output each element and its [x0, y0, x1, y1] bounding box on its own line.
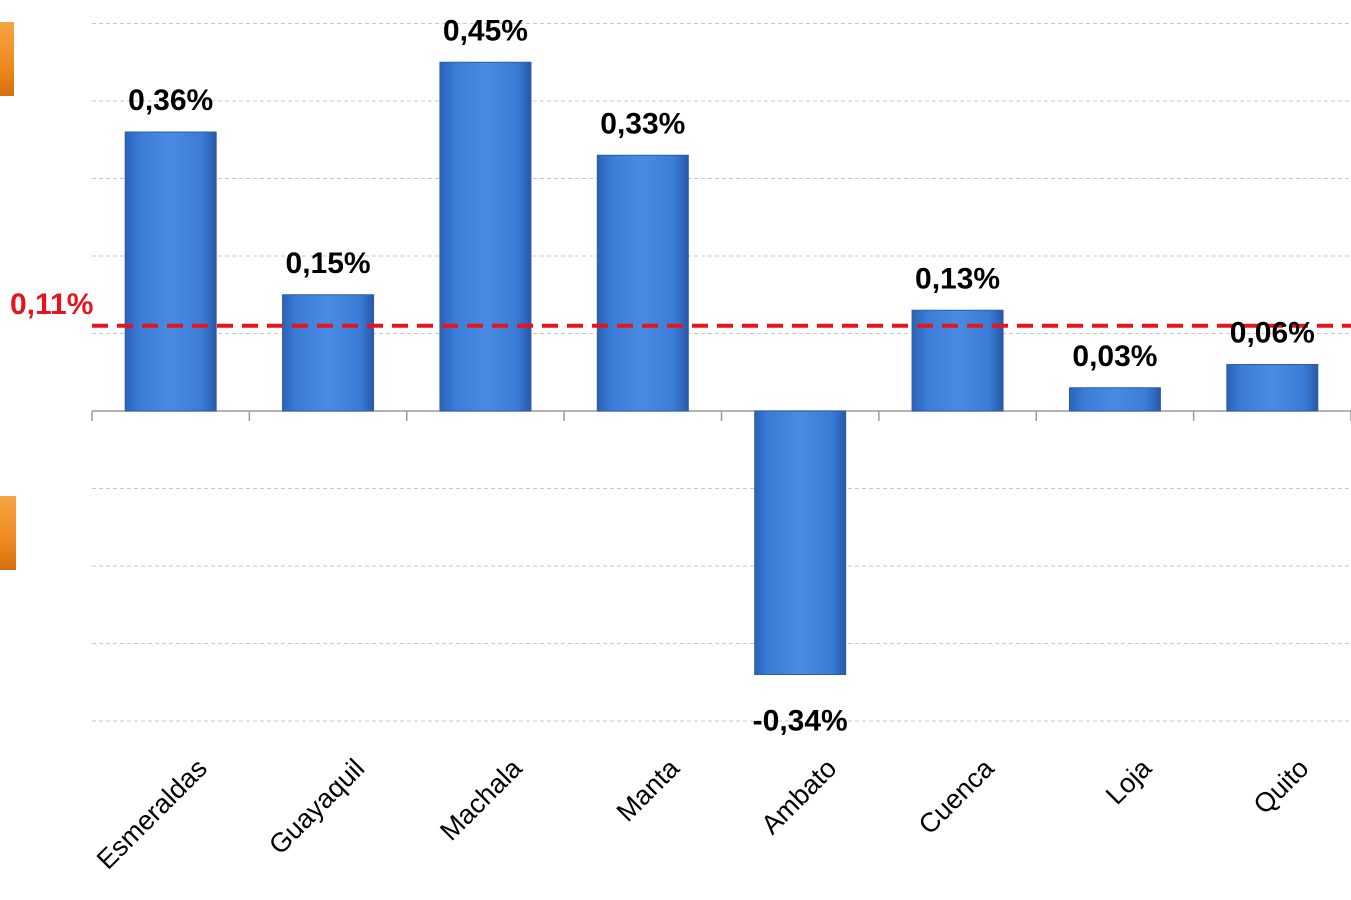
category-labels: Esmeraldas Guayaquil Machala Manta Ambato Cue…	[91, 752, 1315, 875]
category-label-machala: Machala	[434, 752, 528, 846]
data-labels: 0,36% 0,15% 0,45% 0,33% -0,34% 0,13% 0,03% 0,06…	[128, 14, 1315, 737]
x-axis	[91, 410, 1351, 421]
average-reference-label: 0,11%	[10, 288, 93, 321]
data-label-loja: 0,03%	[1072, 340, 1157, 373]
category-label-ambato: Ambato	[755, 753, 842, 840]
bar-ambato	[754, 410, 847, 675]
bar-guayaquil	[282, 294, 375, 412]
data-label-cuenca: 0,13%	[915, 262, 1000, 295]
data-label-guayaquil: 0,15%	[286, 247, 371, 280]
bar-machala	[439, 61, 532, 412]
data-label-quito: 0,06%	[1230, 317, 1315, 350]
data-label-machala: 0,45%	[443, 14, 528, 47]
bar-esmeraldas	[124, 131, 217, 412]
data-label-esmeraldas: 0,36%	[128, 84, 213, 117]
orange-decoration-top	[0, 22, 14, 96]
bar-loja	[1068, 387, 1161, 412]
gridlines	[92, 23, 1351, 722]
bar-manta	[596, 154, 689, 412]
category-label-guayaquil: Guayaquil	[263, 753, 370, 860]
category-label-quito: Quito	[1248, 753, 1315, 820]
category-label-manta: Manta	[611, 752, 686, 827]
orange-decoration-bottom	[0, 496, 16, 570]
category-label-loja: Loja	[1100, 752, 1158, 810]
data-label-manta: 0,33%	[600, 107, 685, 140]
bar-quito	[1226, 364, 1319, 412]
category-label-esmeraldas: Esmeraldas	[91, 753, 213, 875]
category-label-cuenca: Cuenca	[913, 752, 1001, 840]
average-reference: 0,11%	[10, 288, 1351, 328]
data-label-ambato: -0,34%	[753, 705, 848, 738]
bars	[124, 61, 1319, 675]
